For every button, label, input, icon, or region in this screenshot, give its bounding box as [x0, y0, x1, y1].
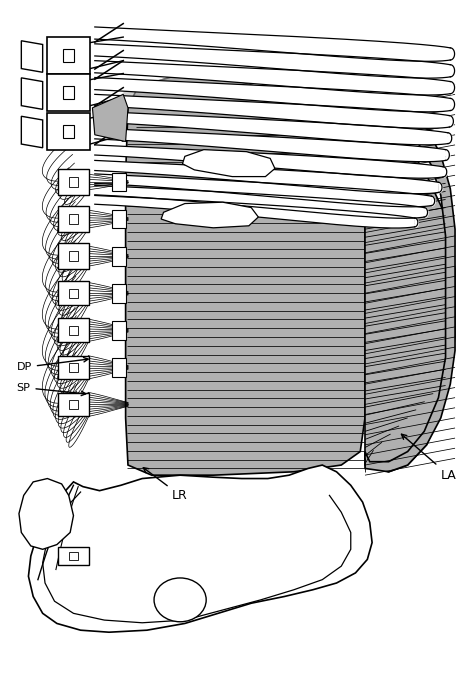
- Ellipse shape: [154, 578, 206, 621]
- Polygon shape: [95, 94, 449, 128]
- Bar: [112, 173, 126, 191]
- Bar: [69, 400, 78, 408]
- Polygon shape: [95, 160, 438, 193]
- Bar: [58, 168, 89, 195]
- Polygon shape: [95, 145, 443, 178]
- Bar: [58, 547, 89, 565]
- Polygon shape: [182, 150, 275, 177]
- Bar: [112, 321, 126, 340]
- Bar: [58, 243, 89, 269]
- Polygon shape: [28, 465, 372, 632]
- Polygon shape: [365, 108, 455, 472]
- Polygon shape: [92, 94, 128, 142]
- Polygon shape: [126, 74, 365, 475]
- Polygon shape: [95, 111, 448, 145]
- Polygon shape: [21, 40, 43, 72]
- Bar: [64, 86, 74, 99]
- Bar: [69, 326, 78, 335]
- Bar: [64, 125, 74, 137]
- Bar: [58, 281, 89, 305]
- Polygon shape: [95, 185, 424, 218]
- Bar: [47, 37, 90, 74]
- Polygon shape: [95, 78, 450, 112]
- Bar: [69, 177, 78, 187]
- Polygon shape: [109, 74, 360, 168]
- Bar: [112, 210, 126, 228]
- Polygon shape: [109, 98, 126, 142]
- Text: SP: SP: [17, 383, 86, 396]
- Polygon shape: [95, 27, 450, 61]
- Bar: [58, 393, 89, 416]
- Polygon shape: [21, 78, 43, 109]
- Polygon shape: [95, 174, 431, 207]
- Bar: [58, 206, 89, 232]
- Bar: [112, 284, 126, 303]
- Bar: [69, 214, 78, 224]
- Text: LR: LR: [143, 468, 188, 502]
- Bar: [58, 356, 89, 379]
- Polygon shape: [95, 128, 446, 162]
- Bar: [64, 49, 74, 62]
- Polygon shape: [161, 202, 258, 228]
- Bar: [112, 247, 126, 266]
- Polygon shape: [95, 61, 450, 95]
- Bar: [112, 358, 126, 377]
- Bar: [69, 363, 78, 371]
- Polygon shape: [95, 195, 415, 228]
- Polygon shape: [95, 44, 450, 78]
- Polygon shape: [19, 479, 73, 549]
- Bar: [58, 318, 89, 342]
- Bar: [69, 288, 78, 298]
- Bar: [69, 251, 78, 261]
- Text: DP: DP: [17, 357, 88, 372]
- Bar: [47, 113, 90, 150]
- Bar: [47, 74, 90, 111]
- Text: LA: LA: [401, 434, 456, 482]
- Polygon shape: [21, 116, 43, 148]
- Polygon shape: [360, 108, 455, 472]
- Bar: [69, 553, 78, 559]
